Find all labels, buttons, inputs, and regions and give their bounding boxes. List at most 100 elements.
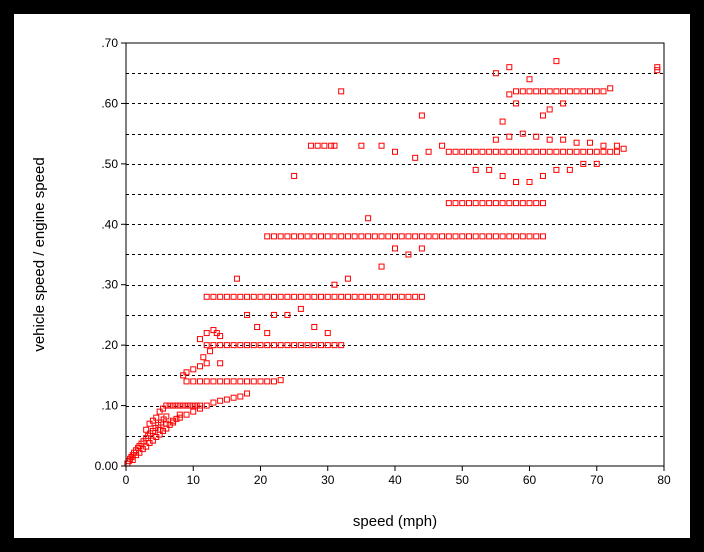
data-point xyxy=(156,426,163,433)
data-point xyxy=(613,148,620,155)
data-point xyxy=(180,372,187,379)
data-point xyxy=(176,411,183,418)
data-point xyxy=(270,311,277,318)
y-tick-label: .10 xyxy=(101,399,118,413)
data-point xyxy=(244,390,251,397)
data-point xyxy=(365,293,372,300)
data-point xyxy=(318,233,325,240)
data-point xyxy=(230,394,237,401)
data-point xyxy=(193,402,200,409)
data-point xyxy=(580,148,587,155)
data-point xyxy=(539,200,546,207)
data-point xyxy=(321,142,328,149)
data-point xyxy=(230,342,237,349)
data-point xyxy=(284,293,291,300)
data-point xyxy=(270,378,277,385)
data-point xyxy=(405,233,412,240)
data-point xyxy=(331,281,338,288)
data-point xyxy=(183,402,190,409)
data-point xyxy=(203,360,210,367)
data-point xyxy=(200,354,207,361)
data-point xyxy=(149,437,156,444)
data-point xyxy=(159,405,166,412)
grid-layer xyxy=(126,73,664,437)
data-point xyxy=(186,402,193,409)
data-point xyxy=(170,402,177,409)
data-point xyxy=(499,233,506,240)
data-point xyxy=(257,342,264,349)
data-point xyxy=(385,233,392,240)
data-point xyxy=(371,293,378,300)
data-point xyxy=(217,333,224,340)
data-point xyxy=(284,342,291,349)
data-point xyxy=(254,324,261,331)
data-point xyxy=(331,293,338,300)
data-point xyxy=(358,293,365,300)
data-point xyxy=(196,336,203,343)
data-point xyxy=(533,148,540,155)
data-point xyxy=(620,145,627,152)
data-point xyxy=(277,293,284,300)
data-point xyxy=(418,245,425,252)
data-point xyxy=(233,275,240,282)
data-point xyxy=(378,263,385,270)
data-point xyxy=(223,396,230,403)
data-point xyxy=(492,136,499,143)
data-point xyxy=(244,311,251,318)
data-point xyxy=(533,200,540,207)
data-point xyxy=(358,233,365,240)
data-point xyxy=(338,342,345,349)
data-point xyxy=(465,233,472,240)
data-point xyxy=(600,142,607,149)
data-point xyxy=(338,293,345,300)
data-point xyxy=(203,342,210,349)
data-point xyxy=(358,142,365,149)
data-point xyxy=(307,142,314,149)
x-tick-label: 40 xyxy=(388,473,402,487)
data-point xyxy=(304,293,311,300)
data-point xyxy=(593,148,600,155)
data-point xyxy=(217,293,224,300)
data-point xyxy=(257,378,264,385)
data-point xyxy=(499,118,506,125)
data-point xyxy=(183,411,190,418)
data-point xyxy=(250,342,257,349)
data-point xyxy=(412,154,419,161)
data-point xyxy=(587,148,594,155)
data-point xyxy=(270,342,277,349)
data-point xyxy=(392,148,398,155)
data-point xyxy=(324,330,331,337)
data-point xyxy=(196,378,203,385)
data-point xyxy=(519,88,526,95)
data-point xyxy=(573,139,580,146)
data-point xyxy=(425,148,432,155)
data-point xyxy=(539,88,546,95)
data-point xyxy=(291,293,298,300)
data-point xyxy=(237,393,244,400)
data-point xyxy=(297,305,304,312)
y-tick-label: .20 xyxy=(101,338,118,352)
data-point xyxy=(499,148,506,155)
data-point xyxy=(445,233,452,240)
data-point xyxy=(533,133,540,140)
data-point xyxy=(513,100,520,107)
data-point xyxy=(506,200,513,207)
data-point xyxy=(513,178,520,185)
data-point xyxy=(566,166,573,173)
data-point xyxy=(284,311,291,318)
data-point xyxy=(452,233,459,240)
chart-frame: 0 10 20 30 40 50 60 70 80 0.00 .10 .20 .30 .40 .50 .60.… xyxy=(14,14,690,538)
data-point xyxy=(526,76,533,83)
data-point xyxy=(176,414,183,421)
data-point xyxy=(479,148,486,155)
ticks-layer: 0 10 20 30 40 50 60 70 80 0.00 .10 .20 .30 .40 .50 .60.… xyxy=(95,36,671,487)
data-point xyxy=(210,293,217,300)
data-point xyxy=(311,342,318,349)
data-point xyxy=(338,88,345,95)
data-point xyxy=(196,405,203,412)
data-point xyxy=(344,275,351,282)
data-point xyxy=(196,402,203,409)
data-point xyxy=(607,85,614,92)
data-point xyxy=(311,293,318,300)
data-point xyxy=(129,456,136,463)
